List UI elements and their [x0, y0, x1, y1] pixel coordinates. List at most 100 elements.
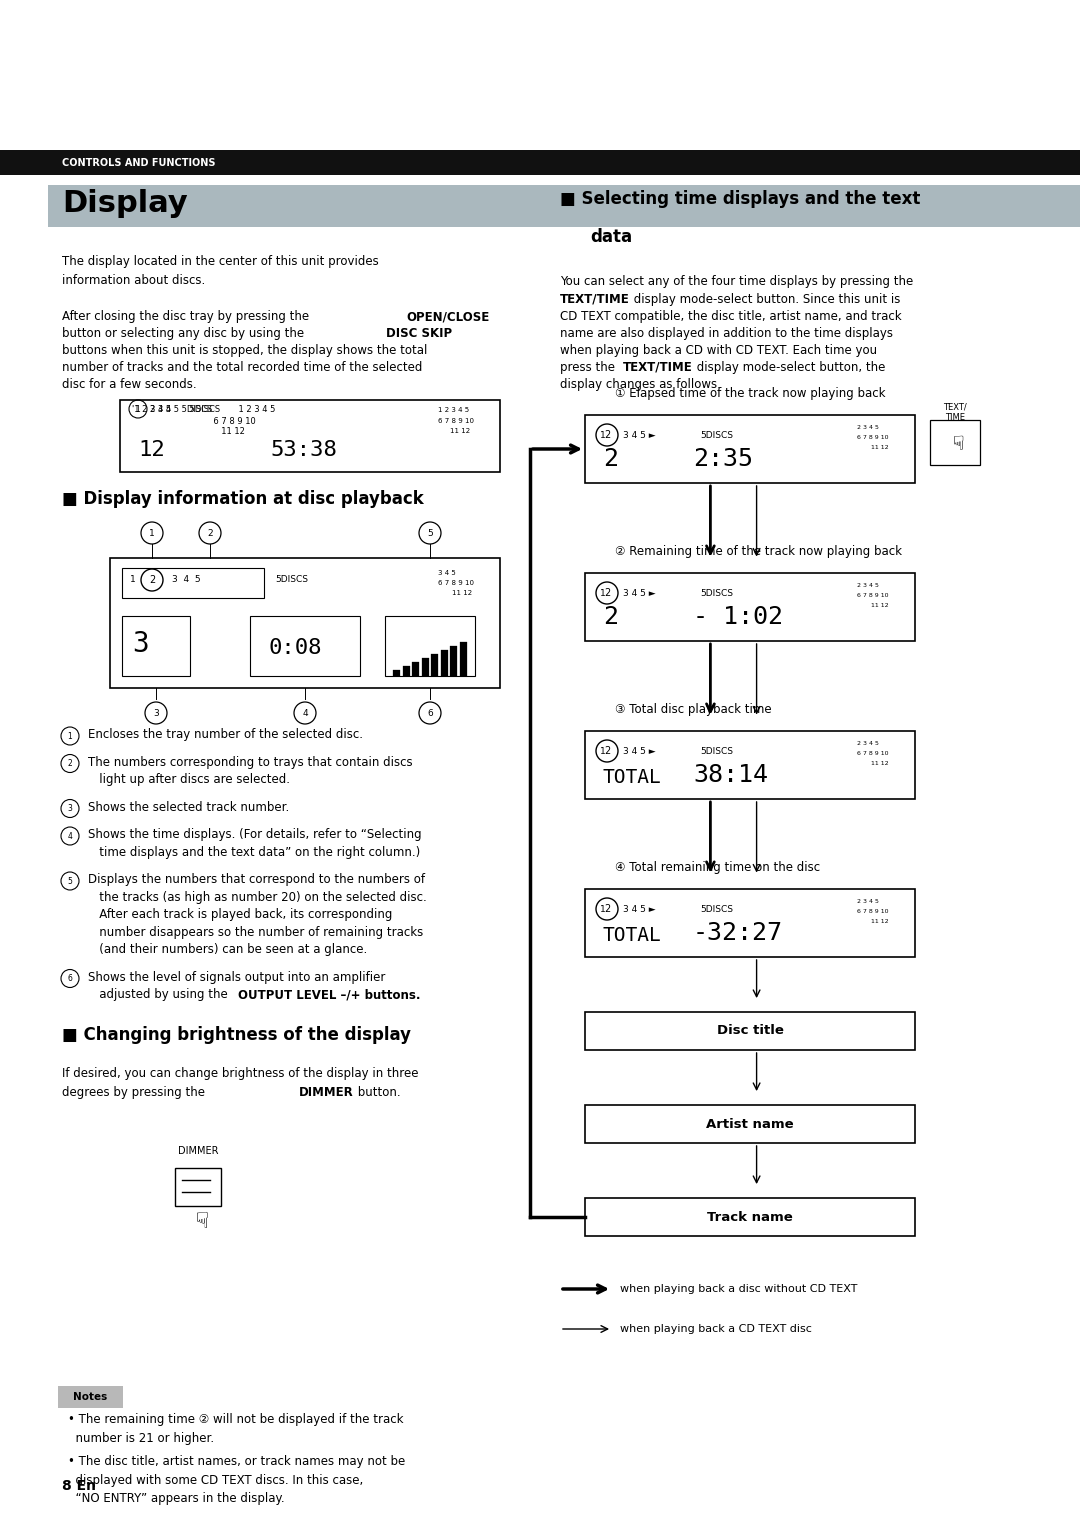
Circle shape — [60, 799, 79, 817]
Text: 38:14: 38:14 — [693, 762, 768, 787]
Text: 11 12: 11 12 — [450, 428, 470, 434]
Text: 5DISCS: 5DISCS — [700, 905, 733, 914]
Text: 1: 1 — [68, 732, 72, 741]
Text: TOTAL: TOTAL — [603, 926, 662, 944]
Text: Shows the time displays. (For details, refer to “Selecting: Shows the time displays. (For details, r… — [87, 828, 421, 840]
Text: OUTPUT LEVEL –/+ buttons.: OUTPUT LEVEL –/+ buttons. — [238, 989, 420, 1001]
Text: 5DISCS: 5DISCS — [275, 576, 308, 585]
Text: TEXT/
TIME: TEXT/ TIME — [943, 402, 967, 422]
Bar — [48, 185, 1080, 228]
Text: 6 7 8 9 10: 6 7 8 9 10 — [858, 593, 889, 597]
Text: 6 7 8 9 10: 6 7 8 9 10 — [438, 581, 474, 587]
Circle shape — [294, 701, 316, 724]
Text: 2: 2 — [149, 575, 156, 585]
Text: 3 4 5 ►: 3 4 5 ► — [623, 431, 656, 440]
Bar — [459, 642, 467, 675]
Text: 6: 6 — [427, 709, 433, 718]
Text: TOTAL: TOTAL — [603, 769, 662, 787]
Text: 3: 3 — [153, 709, 159, 718]
Circle shape — [60, 727, 79, 746]
Text: TEXT/TIME: TEXT/TIME — [623, 361, 692, 374]
Text: ■ Changing brightness of the display: ■ Changing brightness of the display — [62, 1025, 411, 1044]
Text: 4: 4 — [302, 709, 308, 718]
Text: 11 12: 11 12 — [870, 445, 889, 451]
Bar — [585, 889, 915, 957]
Circle shape — [60, 969, 79, 987]
Text: 1: 1 — [136, 405, 140, 414]
Bar — [393, 669, 400, 675]
Text: Artist name: Artist name — [706, 1117, 794, 1131]
Text: - 1:02: - 1:02 — [693, 605, 783, 630]
Text: 1: 1 — [149, 529, 154, 538]
Bar — [585, 416, 915, 483]
Text: DISC SKIP: DISC SKIP — [386, 327, 453, 341]
Circle shape — [419, 701, 441, 724]
Text: 3: 3 — [68, 804, 72, 813]
Bar — [585, 1105, 915, 1143]
Circle shape — [419, 523, 441, 544]
Text: '1 2 3 4 5    5DISCS          1 2 3 4 5: '1 2 3 4 5 5DISCS 1 2 3 4 5 — [132, 405, 275, 414]
Text: -32:27: -32:27 — [693, 921, 783, 944]
Text: 1 2 3 4 5: 1 2 3 4 5 — [438, 406, 469, 413]
Text: 2: 2 — [68, 759, 72, 769]
Text: Track name: Track name — [707, 1210, 793, 1224]
Text: (and their numbers) can be seen at a glance.: (and their numbers) can be seen at a gla… — [87, 943, 367, 957]
Bar — [58, 1386, 123, 1407]
Text: button.: button. — [354, 1085, 401, 1099]
Text: Notes: Notes — [73, 1392, 108, 1403]
Text: adjusted by using the: adjusted by using the — [87, 989, 231, 1001]
Text: • The remaining time ② will not be displayed if the track
  number is 21 or high: • The remaining time ② will not be displ… — [68, 1413, 404, 1444]
Text: 11 12: 11 12 — [870, 604, 889, 608]
Text: DIMMER: DIMMER — [178, 1146, 218, 1155]
Text: 11 12: 11 12 — [453, 590, 472, 596]
Text: 4: 4 — [68, 831, 72, 840]
Text: 6 7 8 9 10: 6 7 8 9 10 — [438, 419, 474, 423]
Text: 5DISCS: 5DISCS — [700, 588, 733, 597]
Text: 1: 1 — [130, 576, 136, 585]
Text: After closing the disc tray by pressing the: After closing the disc tray by pressing … — [62, 310, 313, 322]
Text: ① Elapsed time of the track now playing back: ① Elapsed time of the track now playing … — [615, 387, 886, 400]
Text: 6 7 8 9 10: 6 7 8 9 10 — [858, 750, 889, 756]
Text: display mode-select button, the: display mode-select button, the — [693, 361, 886, 374]
Bar — [120, 400, 500, 472]
Text: 2 3 4 5: 2 3 4 5 — [858, 898, 879, 905]
Bar — [450, 646, 457, 675]
Text: when playing back a CD with CD TEXT. Each time you: when playing back a CD with CD TEXT. Eac… — [561, 344, 877, 358]
Text: 6 7 8 9 10: 6 7 8 9 10 — [132, 417, 256, 426]
Text: 8 En: 8 En — [62, 1479, 96, 1493]
Bar — [0, 150, 1080, 176]
Text: After each track is played back, its corresponding: After each track is played back, its cor… — [87, 908, 392, 921]
Text: press the: press the — [561, 361, 619, 374]
Text: 6: 6 — [68, 973, 72, 983]
Bar — [585, 1012, 915, 1050]
Text: You can select any of the four time displays by pressing the: You can select any of the four time disp… — [561, 275, 914, 287]
Text: Shows the selected track number.: Shows the selected track number. — [87, 801, 289, 813]
Text: buttons when this unit is stopped, the display shows the total: buttons when this unit is stopped, the d… — [62, 344, 428, 358]
Text: light up after discs are selected.: light up after discs are selected. — [87, 773, 291, 785]
Text: 5DISCS: 5DISCS — [700, 747, 733, 755]
Text: 3 4 5 ►: 3 4 5 ► — [623, 905, 656, 914]
Text: when playing back a disc without CD TEXT: when playing back a disc without CD TEXT — [620, 1284, 858, 1294]
Text: ■ Selecting time displays and the text: ■ Selecting time displays and the text — [561, 189, 920, 208]
Circle shape — [60, 827, 79, 845]
Text: 0:08: 0:08 — [268, 639, 322, 659]
Bar — [930, 420, 980, 465]
Text: time displays and the text data” on the right column.): time displays and the text data” on the … — [87, 845, 420, 859]
Bar — [175, 1167, 221, 1206]
Text: 12: 12 — [138, 440, 165, 460]
Text: ■ Display information at disc playback: ■ Display information at disc playback — [62, 490, 423, 507]
Bar — [585, 730, 915, 799]
Text: number disappears so the number of remaining tracks: number disappears so the number of remai… — [87, 926, 423, 938]
Text: 1: 1 — [600, 905, 606, 914]
Bar — [122, 568, 264, 597]
Text: OPEN/CLOSE: OPEN/CLOSE — [406, 310, 489, 322]
Text: 2: 2 — [604, 588, 610, 597]
Text: Encloses the tray number of the selected disc.: Encloses the tray number of the selected… — [87, 727, 363, 741]
Text: 6 7 8 9 10: 6 7 8 9 10 — [858, 435, 889, 440]
Text: button or selecting any disc by using the: button or selecting any disc by using th… — [62, 327, 308, 341]
Text: ② Remaining time of the track now playing back: ② Remaining time of the track now playin… — [615, 545, 902, 558]
Text: 2: 2 — [207, 529, 213, 538]
Text: ☞: ☞ — [945, 434, 964, 451]
Text: • The disc title, artist names, or track names may not be
  displayed with some : • The disc title, artist names, or track… — [68, 1455, 405, 1505]
Circle shape — [141, 523, 163, 544]
